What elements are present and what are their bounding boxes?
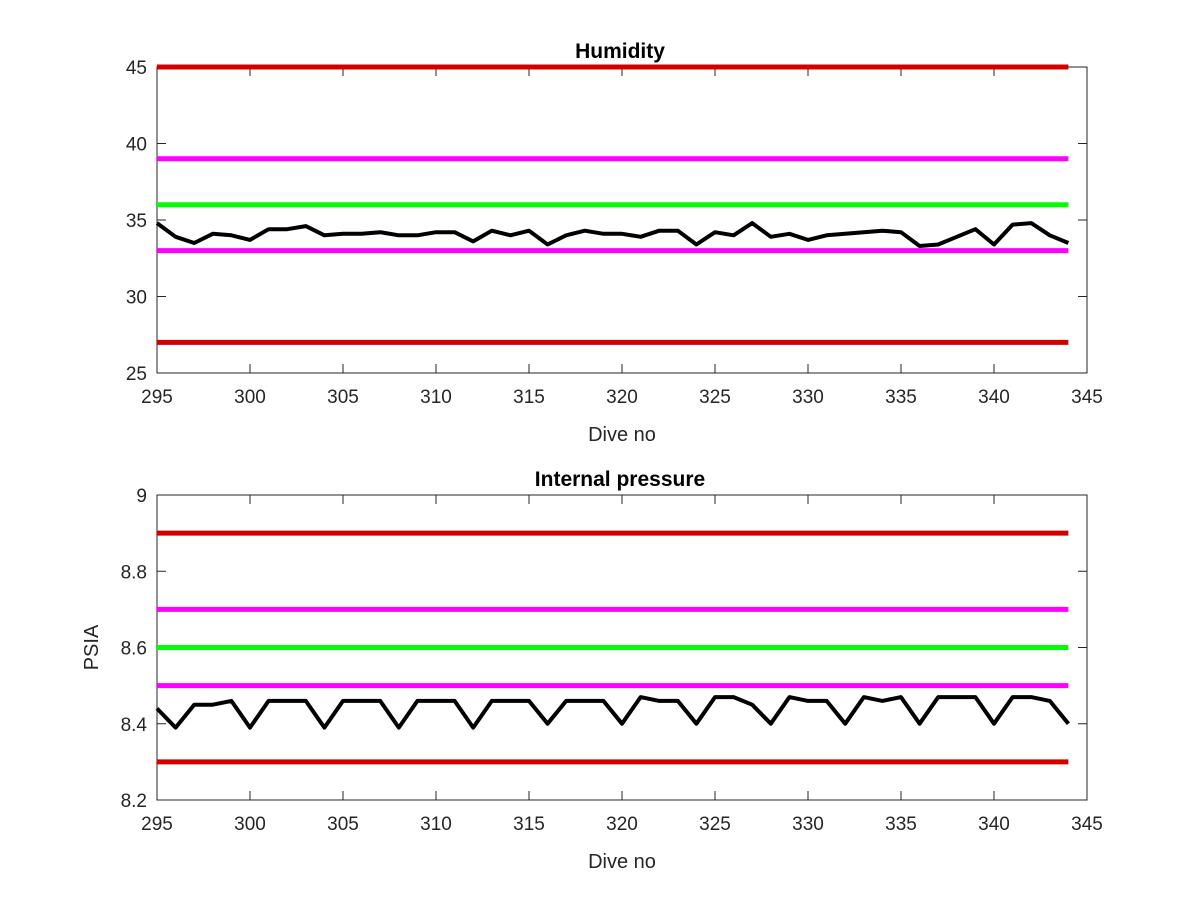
data-series-line bbox=[155, 221, 1070, 248]
chart-title: Internal pressure bbox=[535, 468, 705, 491]
x-tick-label: 325 bbox=[699, 814, 731, 835]
plot-area-frame bbox=[156, 66, 1088, 374]
x-tick-label: 300 bbox=[234, 814, 266, 835]
x-tick-label: 335 bbox=[885, 387, 917, 408]
y-tick-label: 30 bbox=[126, 288, 147, 309]
x-tick-label: 335 bbox=[885, 814, 917, 835]
x-tick-label: 295 bbox=[141, 387, 173, 408]
y-tick-label: 40 bbox=[126, 135, 147, 156]
y-tick-label: 8.6 bbox=[121, 639, 147, 660]
y-tick-label: 9 bbox=[136, 486, 147, 507]
chart-panel-1: 295 300 305 310 315 320 325 330 335 340 345 25 30 35 4… bbox=[126, 40, 1103, 446]
x-tick-label: 300 bbox=[234, 387, 266, 408]
x-tick-label: 345 bbox=[1071, 387, 1103, 408]
y-tick-label: 25 bbox=[126, 364, 147, 385]
x-tick-label: 320 bbox=[606, 814, 638, 835]
y-tick-label: 8.4 bbox=[121, 715, 148, 736]
x-tick-label: 345 bbox=[1071, 814, 1103, 835]
x-tick-label: 330 bbox=[792, 387, 824, 408]
x-tick-label: 305 bbox=[327, 814, 359, 835]
x-tick-label: 315 bbox=[513, 814, 545, 835]
x-tick-label: 340 bbox=[978, 387, 1010, 408]
y-axis-label: PSIA bbox=[81, 624, 103, 670]
y-tick-label: 45 bbox=[126, 58, 147, 79]
data-series-line bbox=[155, 695, 1070, 730]
x-tick-label: 330 bbox=[792, 814, 824, 835]
x-tick-label: 315 bbox=[513, 387, 545, 408]
x-tick-label: 340 bbox=[978, 814, 1010, 835]
chart-title: Humidity bbox=[575, 40, 665, 63]
x-tick-label: 325 bbox=[699, 387, 731, 408]
x-axis-label: Dive no bbox=[588, 851, 656, 873]
x-tick-label: 295 bbox=[141, 814, 173, 835]
y-tick-label: 8.8 bbox=[121, 562, 147, 583]
x-tick-label: 310 bbox=[420, 387, 452, 408]
chart-panel-2: 295 300 305 310 315 320 325 330 335 340 345 8.2 8.4 8… bbox=[81, 468, 1103, 873]
x-tick-label: 305 bbox=[327, 387, 359, 408]
y-tick-label: 35 bbox=[126, 211, 147, 232]
y-tick-label: 8.2 bbox=[121, 791, 147, 812]
x-axis-label: Dive no bbox=[588, 424, 656, 446]
x-tick-label: 310 bbox=[420, 814, 452, 835]
x-tick-label: 320 bbox=[606, 387, 638, 408]
